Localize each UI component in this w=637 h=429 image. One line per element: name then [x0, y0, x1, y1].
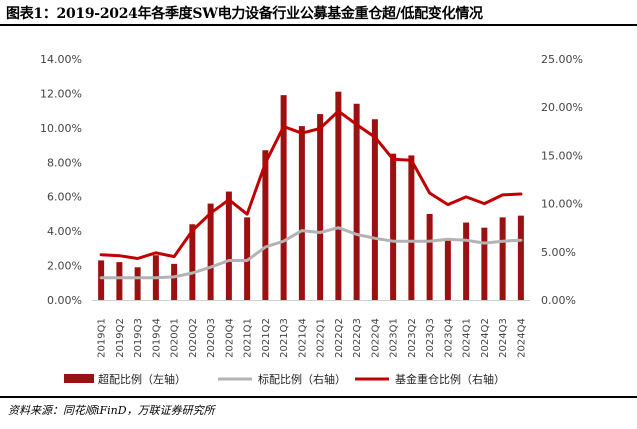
left-tick-label: 4.00%: [47, 225, 82, 238]
source-rule: [0, 396, 637, 398]
bar: [207, 203, 214, 300]
legend-label: 标配比例（右轴）: [258, 372, 346, 386]
bar: [390, 153, 397, 300]
source-note: 资料来源：同花顺iFinD，万联证券研究所: [8, 404, 215, 417]
right-tick-label: 5.00%: [541, 246, 576, 259]
bar: [481, 227, 488, 300]
right-tick-label: 20.00%: [541, 101, 583, 114]
x-tick-label: 2022Q1: [316, 318, 327, 358]
bar: [98, 260, 105, 300]
x-tick-label: 2024Q3: [498, 318, 509, 358]
bar: [317, 114, 324, 300]
holding-ratio-line: [99, 109, 523, 260]
x-tick-label: 2023Q4: [443, 318, 454, 358]
bar: [499, 217, 506, 300]
x-tick-label: 2021Q4: [297, 318, 308, 358]
x-tick-label: 2023Q3: [425, 318, 436, 358]
legend-label: 基金重仓比例（右轴）: [395, 372, 505, 386]
x-tick-label: 2019Q3: [133, 318, 144, 358]
bar: [444, 238, 451, 300]
bar: [353, 103, 360, 300]
bar: [171, 263, 178, 300]
bar: [189, 224, 196, 300]
right-tick-label: 0.00%: [541, 294, 576, 307]
x-tick-label: 2024Q4: [516, 318, 527, 358]
x-tick-label: 2022Q3: [352, 318, 363, 358]
right-tick-label: 15.00%: [541, 149, 583, 162]
x-tick-label: 2019Q4: [151, 318, 162, 358]
x-tick-label: 2023Q1: [389, 318, 400, 358]
legend-label: 超配比例（左轴）: [98, 372, 186, 386]
x-tick-label: 2022Q2: [334, 318, 345, 358]
x-tick-label: 2020Q4: [224, 318, 235, 358]
bar: [517, 215, 524, 300]
standard-ratio-line: [99, 226, 523, 280]
left-tick-label: 6.00%: [47, 191, 82, 204]
x-tick-label: 2023Q2: [407, 318, 418, 358]
left-tick-label: 12.00%: [40, 87, 82, 100]
x-tick-label: 2020Q3: [206, 318, 217, 358]
x-tick-label: 2021Q3: [279, 318, 290, 358]
bar: [335, 91, 342, 300]
left-tick-label: 10.00%: [40, 122, 82, 135]
bar: [262, 150, 269, 300]
x-tick-label: 2020Q1: [170, 318, 181, 358]
x-tick-label: 2019Q1: [97, 318, 108, 358]
legend-swatch: [64, 374, 94, 383]
left-tick-label: 0.00%: [47, 294, 82, 307]
bar: [134, 267, 141, 300]
right-tick-label: 25.00%: [541, 53, 583, 66]
chart-canvas: 0.00% 2.00% 4.00% 6.00% 8.00% 10.00% 12.00% 14.…: [40, 53, 583, 386]
left-tick-label: 8.00%: [47, 156, 82, 169]
right-tick-label: 10.00%: [541, 198, 583, 211]
title-rule: [0, 24, 637, 26]
bar: [371, 119, 378, 300]
bar: [116, 262, 123, 300]
bar: [426, 213, 433, 300]
x-tick-label: 2021Q2: [261, 318, 272, 358]
left-tick-label: 14.00%: [40, 53, 82, 66]
x-tick-label: 2024Q2: [480, 318, 491, 358]
chart-title: 图表1：2019-2024年各季度SW电力设备行业公募基金重仓超/低配变化情况: [6, 6, 483, 22]
x-tick-label: 2024Q1: [462, 318, 473, 358]
x-tick-label: 2019Q2: [115, 318, 126, 358]
x-tick-label: 2021Q1: [243, 318, 254, 358]
x-tick-label: 2020Q2: [188, 318, 199, 358]
bar: [408, 155, 415, 300]
left-tick-label: 2.00%: [47, 260, 82, 273]
bar: [225, 191, 232, 300]
x-tick-label: 2022Q4: [370, 318, 381, 358]
bar: [280, 95, 287, 301]
bar: [298, 126, 305, 300]
bar: [463, 222, 470, 300]
